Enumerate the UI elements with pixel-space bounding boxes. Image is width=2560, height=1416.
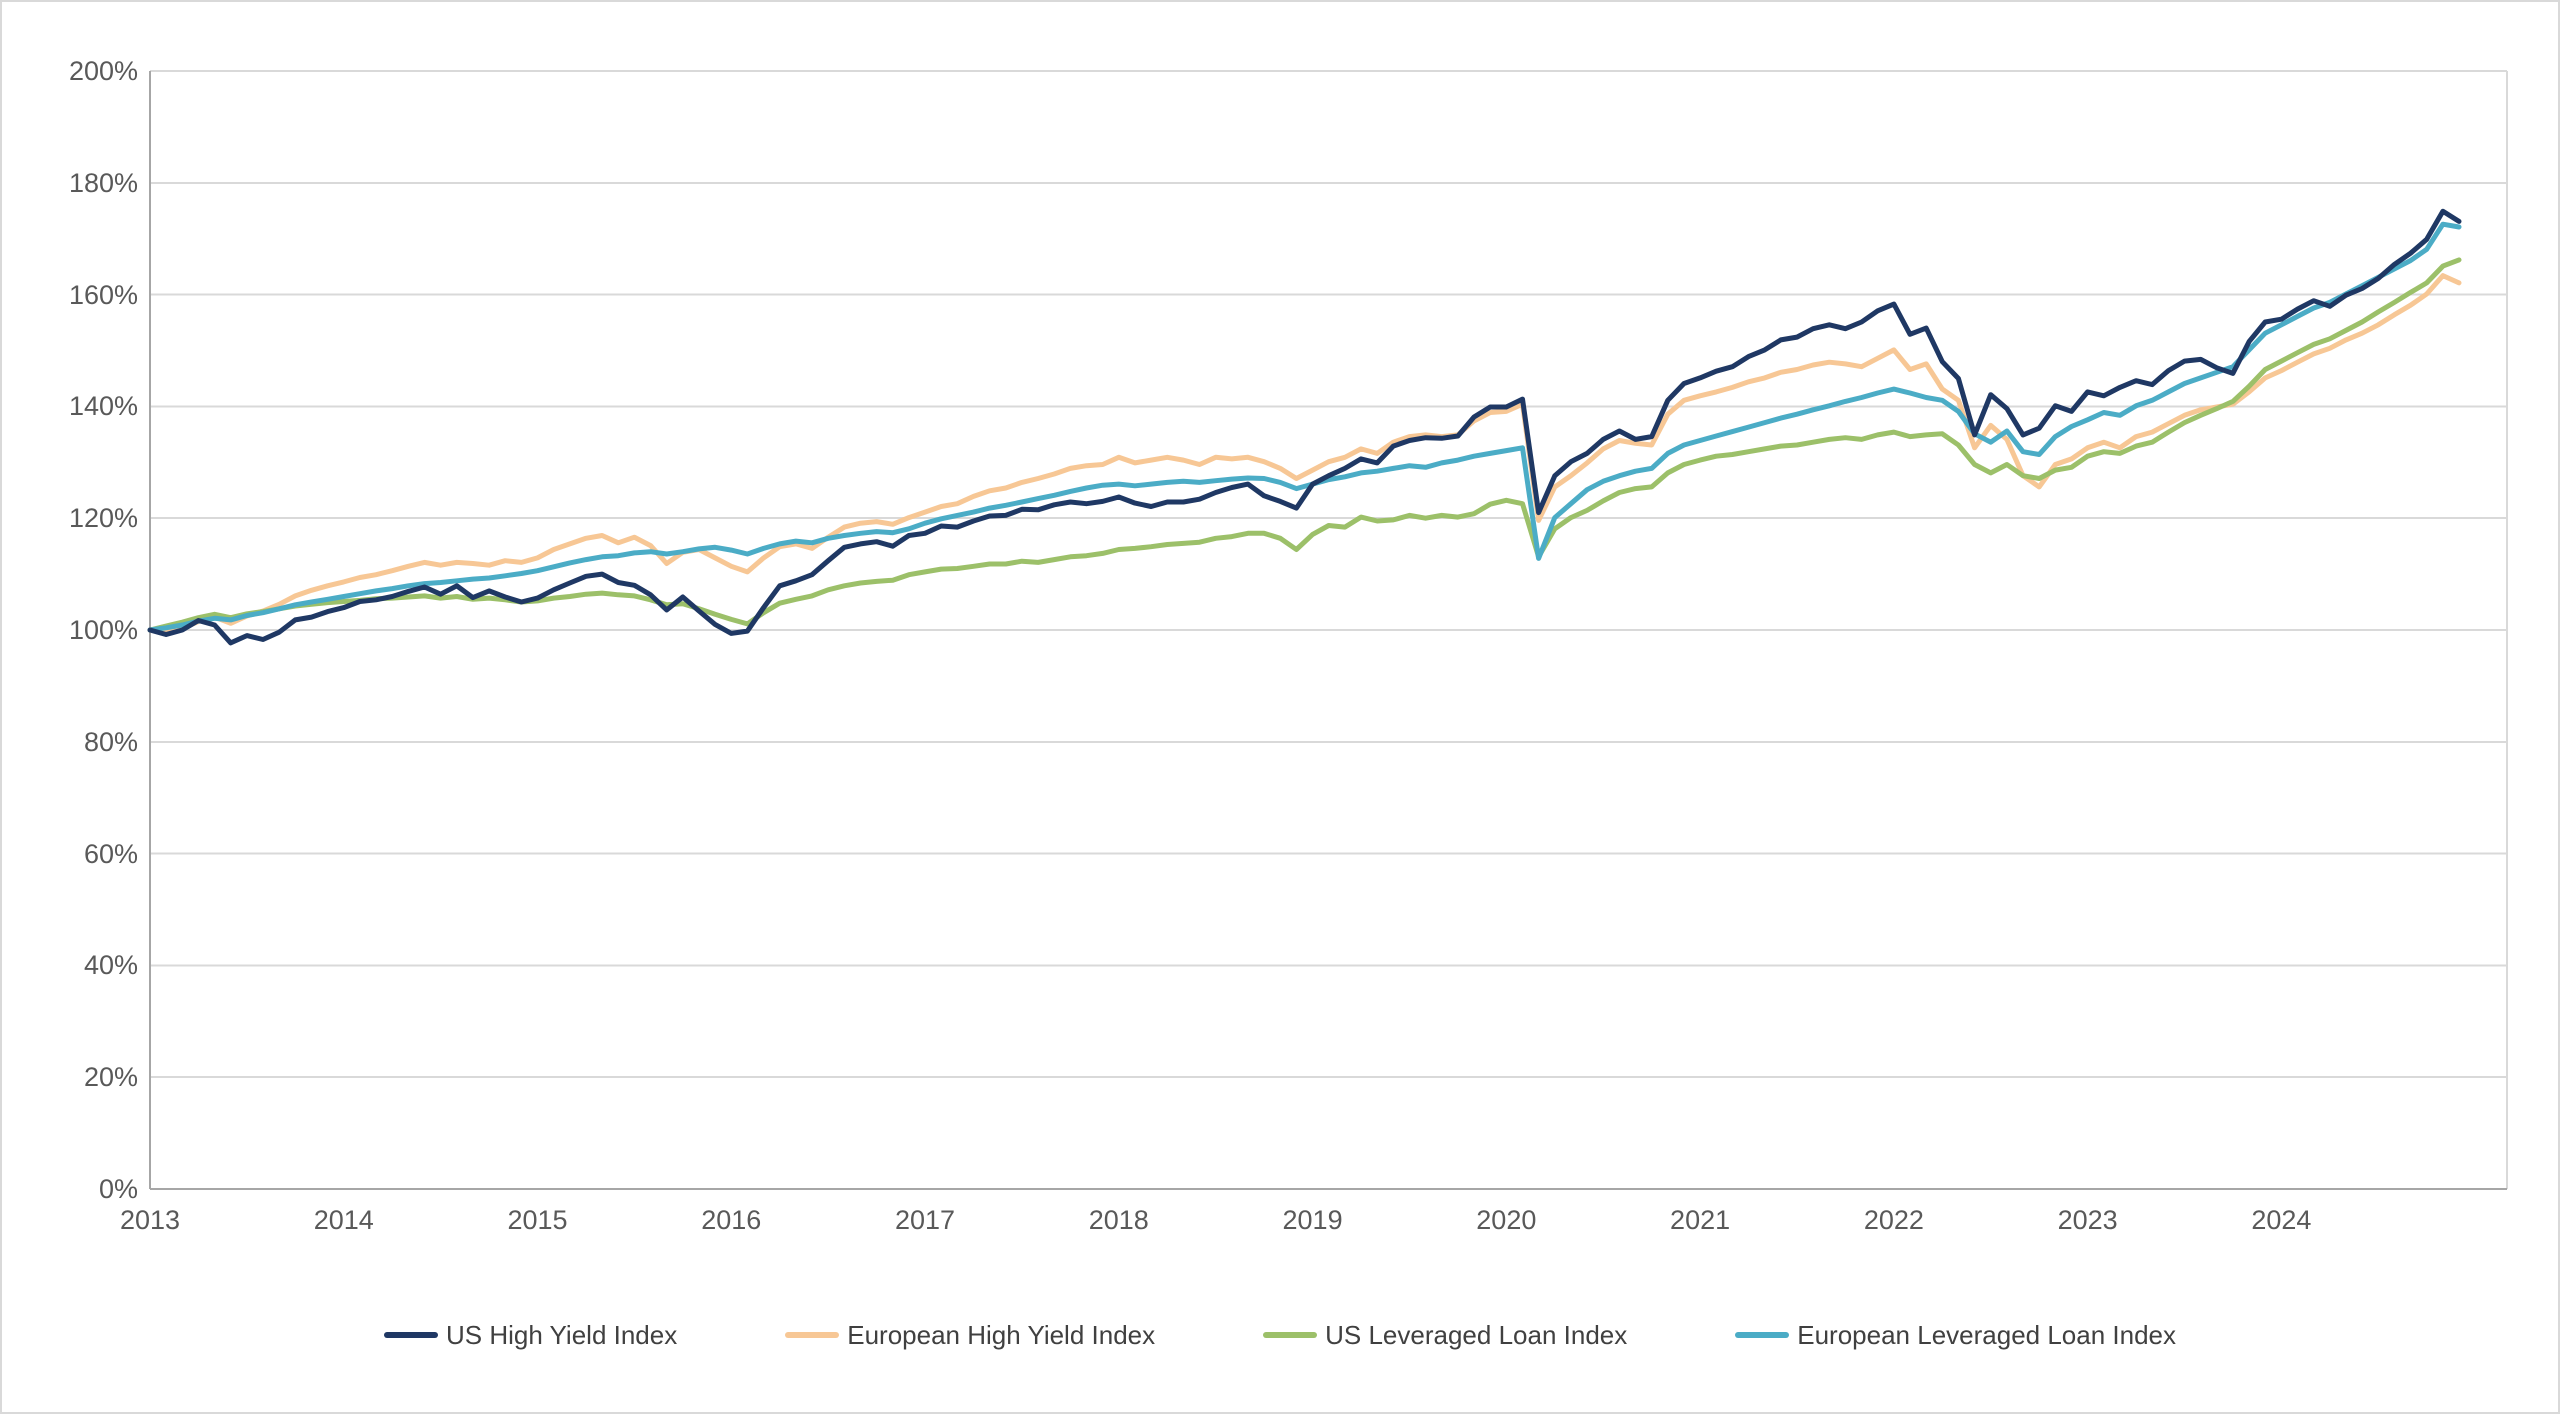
legend-label-us-high-yield: US High Yield Index (445, 1320, 678, 1350)
y-tick-label: 140% (68, 391, 138, 422)
y-tick-label: 80% (83, 726, 138, 757)
y-tick-label: 200% (68, 56, 138, 86)
legend-swatch-us-leveraged-loan-icon (1263, 1332, 1318, 1338)
legend-swatch-european-leveraged-loan-icon (1735, 1332, 1790, 1338)
legend-label-european-leveraged-loan: European Leveraged Loan Index (1797, 1320, 2177, 1350)
y-tick-label: 60% (83, 838, 138, 869)
x-tick-label: 2019 (1282, 1205, 1343, 1235)
x-tick-label: 2023 (2057, 1205, 2118, 1235)
x-tick-label: 2015 (507, 1205, 568, 1235)
y-tick-label: 120% (68, 503, 138, 534)
x-tick-label: 2020 (1476, 1205, 1537, 1235)
y-tick-label: 20% (83, 1062, 138, 1093)
legend-item-us-leveraged-loan[interactable]: US Leveraged Loan Index (1263, 1320, 1627, 1350)
x-tick-label: 2016 (701, 1205, 762, 1235)
x-tick-label: 2017 (895, 1205, 956, 1235)
chart-legend: US High Yield Index European High Yield … (2, 1320, 2558, 1350)
series-line-european-leveraged-loan-index (147, 221, 2462, 633)
x-tick-label: 2022 (1863, 1205, 1924, 1235)
x-tick-label: 2014 (313, 1205, 374, 1235)
x-tick-label: 2018 (1088, 1205, 1149, 1235)
legend-swatch-us-high-yield-icon (383, 1332, 438, 1338)
series-line-european-high-yield-index (147, 273, 2462, 636)
series-line-us-high-yield-index (147, 208, 2462, 646)
y-tick-label: 160% (68, 279, 138, 310)
y-tick-label: 180% (68, 167, 138, 198)
x-tick-label: 2024 (2251, 1205, 2312, 1235)
legend-swatch-european-high-yield-icon (785, 1332, 840, 1338)
legend-item-european-high-yield[interactable]: European High Yield Index (785, 1320, 1155, 1350)
x-tick-label: 2021 (1670, 1205, 1731, 1235)
y-tick-label: 100% (68, 615, 138, 645)
y-tick-label: 40% (83, 950, 138, 981)
y-tick-label: 0% (98, 1174, 138, 1204)
x-tick-label: 2013 (119, 1205, 181, 1235)
legend-item-european-leveraged-loan[interactable]: European Leveraged Loan Index (1735, 1320, 2176, 1350)
legend-label-us-leveraged-loan: US Leveraged Loan Index (1325, 1320, 1628, 1350)
legend-item-us-high-yield[interactable]: US High Yield Index (383, 1320, 678, 1350)
legend-label-european-high-yield: European High Yield Index (847, 1320, 1156, 1350)
